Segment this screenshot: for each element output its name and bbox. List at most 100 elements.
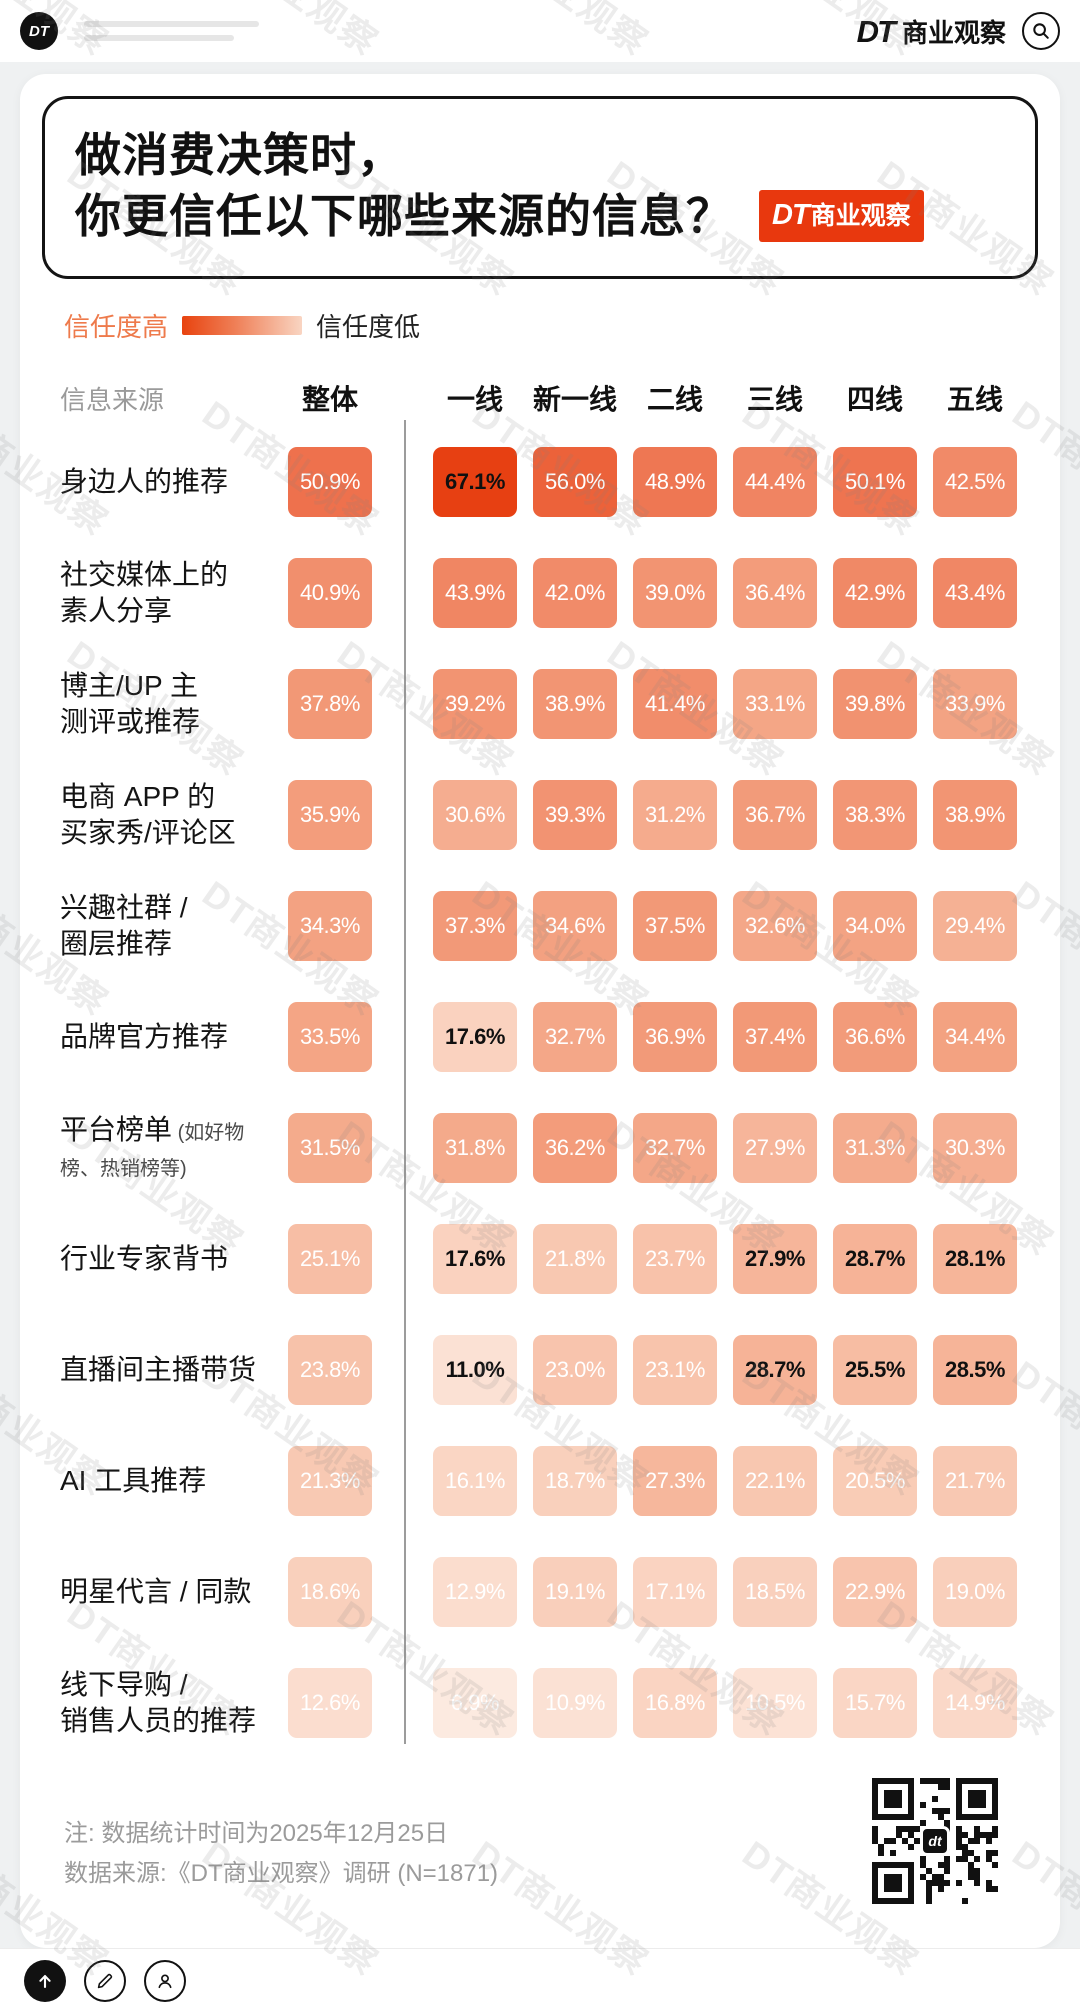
heatmap-cell: 31.3% xyxy=(833,1112,917,1183)
table-row: AI 工具推荐 21.3% 16.1% 18.7% 27.3% 22.1% 20.5% 21.… xyxy=(60,1425,1020,1536)
heatmap-cell: 33.5% xyxy=(288,1001,372,1072)
table-row: 明星代言 / 同款 18.6% 12.9% 19.1% 17.1% 18.5% 22.9% 1… xyxy=(60,1536,1020,1647)
column-header: 四线 xyxy=(846,384,903,416)
heatmap-cell: 44.4% xyxy=(733,446,817,517)
heatmap-cell: 30.6% xyxy=(433,779,517,850)
heatmap-cell: 42.5% xyxy=(933,446,1017,517)
table-row: 平台榜单 (如好物榜、热销榜等) 31.5% 31.8% 36.2% 32.7% 27.9… xyxy=(60,1092,1020,1203)
row-label: 博主/UP 主测评或推荐 xyxy=(60,669,201,737)
heatmap-cell: 21.7% xyxy=(933,1445,1017,1516)
row-label: 行业专家背书 xyxy=(60,1242,229,1274)
scroll-top-button[interactable] xyxy=(24,1959,66,2002)
heatmap-cell: 28.7% xyxy=(833,1223,917,1294)
heatmap-cell: 25.5% xyxy=(833,1334,917,1405)
heatmap-cell: 67.1% xyxy=(433,446,517,517)
heatmap-cell: 38.3% xyxy=(833,779,917,850)
qr-center-logo: dt xyxy=(920,1826,950,1856)
title-line-1: 做消费决策时， xyxy=(75,129,404,181)
heatmap-cell: 34.4% xyxy=(933,1001,1017,1072)
dt-brand-badge: DT 商业观察 xyxy=(759,189,924,243)
heatmap-cell: 19.0% xyxy=(933,1556,1017,1627)
title-line-2: 你更信任以下哪些来源的信息？ xyxy=(75,189,733,242)
table-row: 线下导购 / 销售人员的推荐 12.6% 6.9% 10.9% 16.8% 10.5% 15.… xyxy=(60,1647,1020,1758)
row-label: 电商 APP 的买家秀/评论区 xyxy=(60,780,236,848)
heatmap-cell: 29.4% xyxy=(933,890,1017,961)
placeholder-lines xyxy=(84,21,259,41)
dt-logo-button[interactable]: DT xyxy=(20,12,58,50)
column-divider xyxy=(404,420,406,1745)
heatmap-cell: 31.2% xyxy=(633,779,717,850)
heatmap-cell: 37.3% xyxy=(433,890,517,961)
heatmap-cell: 40.9% xyxy=(288,557,372,628)
heatmap-cell: 50.1% xyxy=(833,446,917,517)
heatmap-cell: 16.1% xyxy=(433,1445,517,1516)
heatmap-cell: 10.5% xyxy=(733,1667,817,1738)
heatmap-cell: 18.7% xyxy=(533,1445,617,1516)
heatmap-cell: 39.0% xyxy=(633,557,717,628)
badge-name-text: 商业观察 xyxy=(810,201,911,230)
legend-high-label: 信任度高 xyxy=(64,312,169,343)
heatmap-cell: 6.9% xyxy=(433,1667,517,1738)
edit-button[interactable] xyxy=(84,1959,126,2002)
row-label: 明星代言 / 同款 xyxy=(60,1575,252,1607)
heatmap-cell: 23.7% xyxy=(633,1223,717,1294)
column-header: 整体 xyxy=(301,384,358,416)
heatmap-cell: 31.5% xyxy=(288,1112,372,1183)
heatmap-cell: 38.9% xyxy=(933,779,1017,850)
heatmap-cell: 28.1% xyxy=(933,1223,1017,1294)
heatmap-cell: 48.9% xyxy=(633,446,717,517)
row-label-note: (如好物榜、热销榜等) xyxy=(60,1121,245,1180)
heatmap-cell: 43.9% xyxy=(433,557,517,628)
heatmap-cell: 41.4% xyxy=(633,668,717,739)
heatmap-cell: 23.0% xyxy=(533,1334,617,1405)
dt-logo-text: DT xyxy=(29,22,49,40)
heatmap-cell: 23.1% xyxy=(633,1334,717,1405)
heatmap-cell: 32.7% xyxy=(633,1112,717,1183)
heatmap-cell: 17.6% xyxy=(433,1001,517,1072)
heatmap-cell: 32.7% xyxy=(533,1001,617,1072)
heatmap-cell: 18.6% xyxy=(288,1556,372,1627)
heatmap-cell: 36.2% xyxy=(533,1112,617,1183)
pencil-icon xyxy=(94,1970,116,1992)
table-row: 直播间主播带货 23.8% 11.0% 23.0% 23.1% 28.7% 25.5% 28.… xyxy=(60,1314,1020,1425)
heatmap-cell: 10.9% xyxy=(533,1667,617,1738)
brand-name-text: 商业观察 xyxy=(901,17,1006,48)
arrow-up-icon xyxy=(34,1970,56,1992)
heatmap-cell: 37.4% xyxy=(733,1001,817,1072)
bottom-toolbar xyxy=(0,1948,1080,2012)
column-header: 一线 xyxy=(446,384,503,416)
heatmap-cell: 36.6% xyxy=(833,1001,917,1072)
table-row: 身边人的推荐 50.9% 67.1% 56.0% 48.9% 44.4% 50.1% 42.5… xyxy=(60,426,1020,537)
heatmap-cell: 42.0% xyxy=(533,557,617,628)
note-line-2: 数据来源:《DT商业观察》调研 (N=1871) xyxy=(64,1860,499,1888)
row-label: 线下导购 / 销售人员的推荐 xyxy=(60,1668,257,1736)
infographic-card: 做消费决策时， 你更信任以下哪些来源的信息？ DT 商业观察 信任度高 信任度低… xyxy=(20,74,1060,1948)
heatmap-cell: 27.9% xyxy=(733,1223,817,1294)
column-header: 二线 xyxy=(646,384,703,416)
heatmap-cell: 11.0% xyxy=(433,1334,517,1405)
badge-dt-text: DT xyxy=(772,198,810,231)
heatmap-cell: 36.9% xyxy=(633,1001,717,1072)
heatmap-cell: 50.9% xyxy=(288,446,372,517)
heatmap-cell: 33.9% xyxy=(933,668,1017,739)
column-header: 新一线 xyxy=(532,384,617,416)
heatmap-cell: 42.9% xyxy=(833,557,917,628)
heatmap-cell: 37.5% xyxy=(633,890,717,961)
heatmap-cell: 19.1% xyxy=(533,1556,617,1627)
row-label: 身边人的推荐 xyxy=(60,465,229,497)
heatmap-cell: 21.3% xyxy=(288,1445,372,1516)
page-title: 做消费决策时， 你更信任以下哪些来源的信息？ DT 商业观察 xyxy=(75,125,1005,246)
heatmap-cell: 34.6% xyxy=(533,890,617,961)
heatmap-table: 信息来源 整体 一线 新一线 二线 三线 四线 五线 身边人的推荐 50.9% 67.1% 56.… xyxy=(60,370,1020,1758)
row-label: 兴趣社群 / 圈层推荐 xyxy=(60,891,188,959)
heatmap-cell: 28.5% xyxy=(933,1334,1017,1405)
heatmap-cell: 36.4% xyxy=(733,557,817,628)
note-line-1: 注: 数据统计时间为2025年12月25日 xyxy=(64,1820,449,1848)
placeholder-line xyxy=(84,35,234,41)
row-label: 直播间主播带货 xyxy=(60,1353,257,1385)
heatmap-cell: 18.5% xyxy=(733,1556,817,1627)
profile-button[interactable] xyxy=(144,1959,186,2002)
search-button[interactable] xyxy=(1022,12,1060,50)
table-row: 电商 APP 的买家秀/评论区 35.9% 30.6% 39.3% 31.2% 36.7%… xyxy=(60,759,1020,870)
legend-gradient-bar xyxy=(182,316,303,336)
